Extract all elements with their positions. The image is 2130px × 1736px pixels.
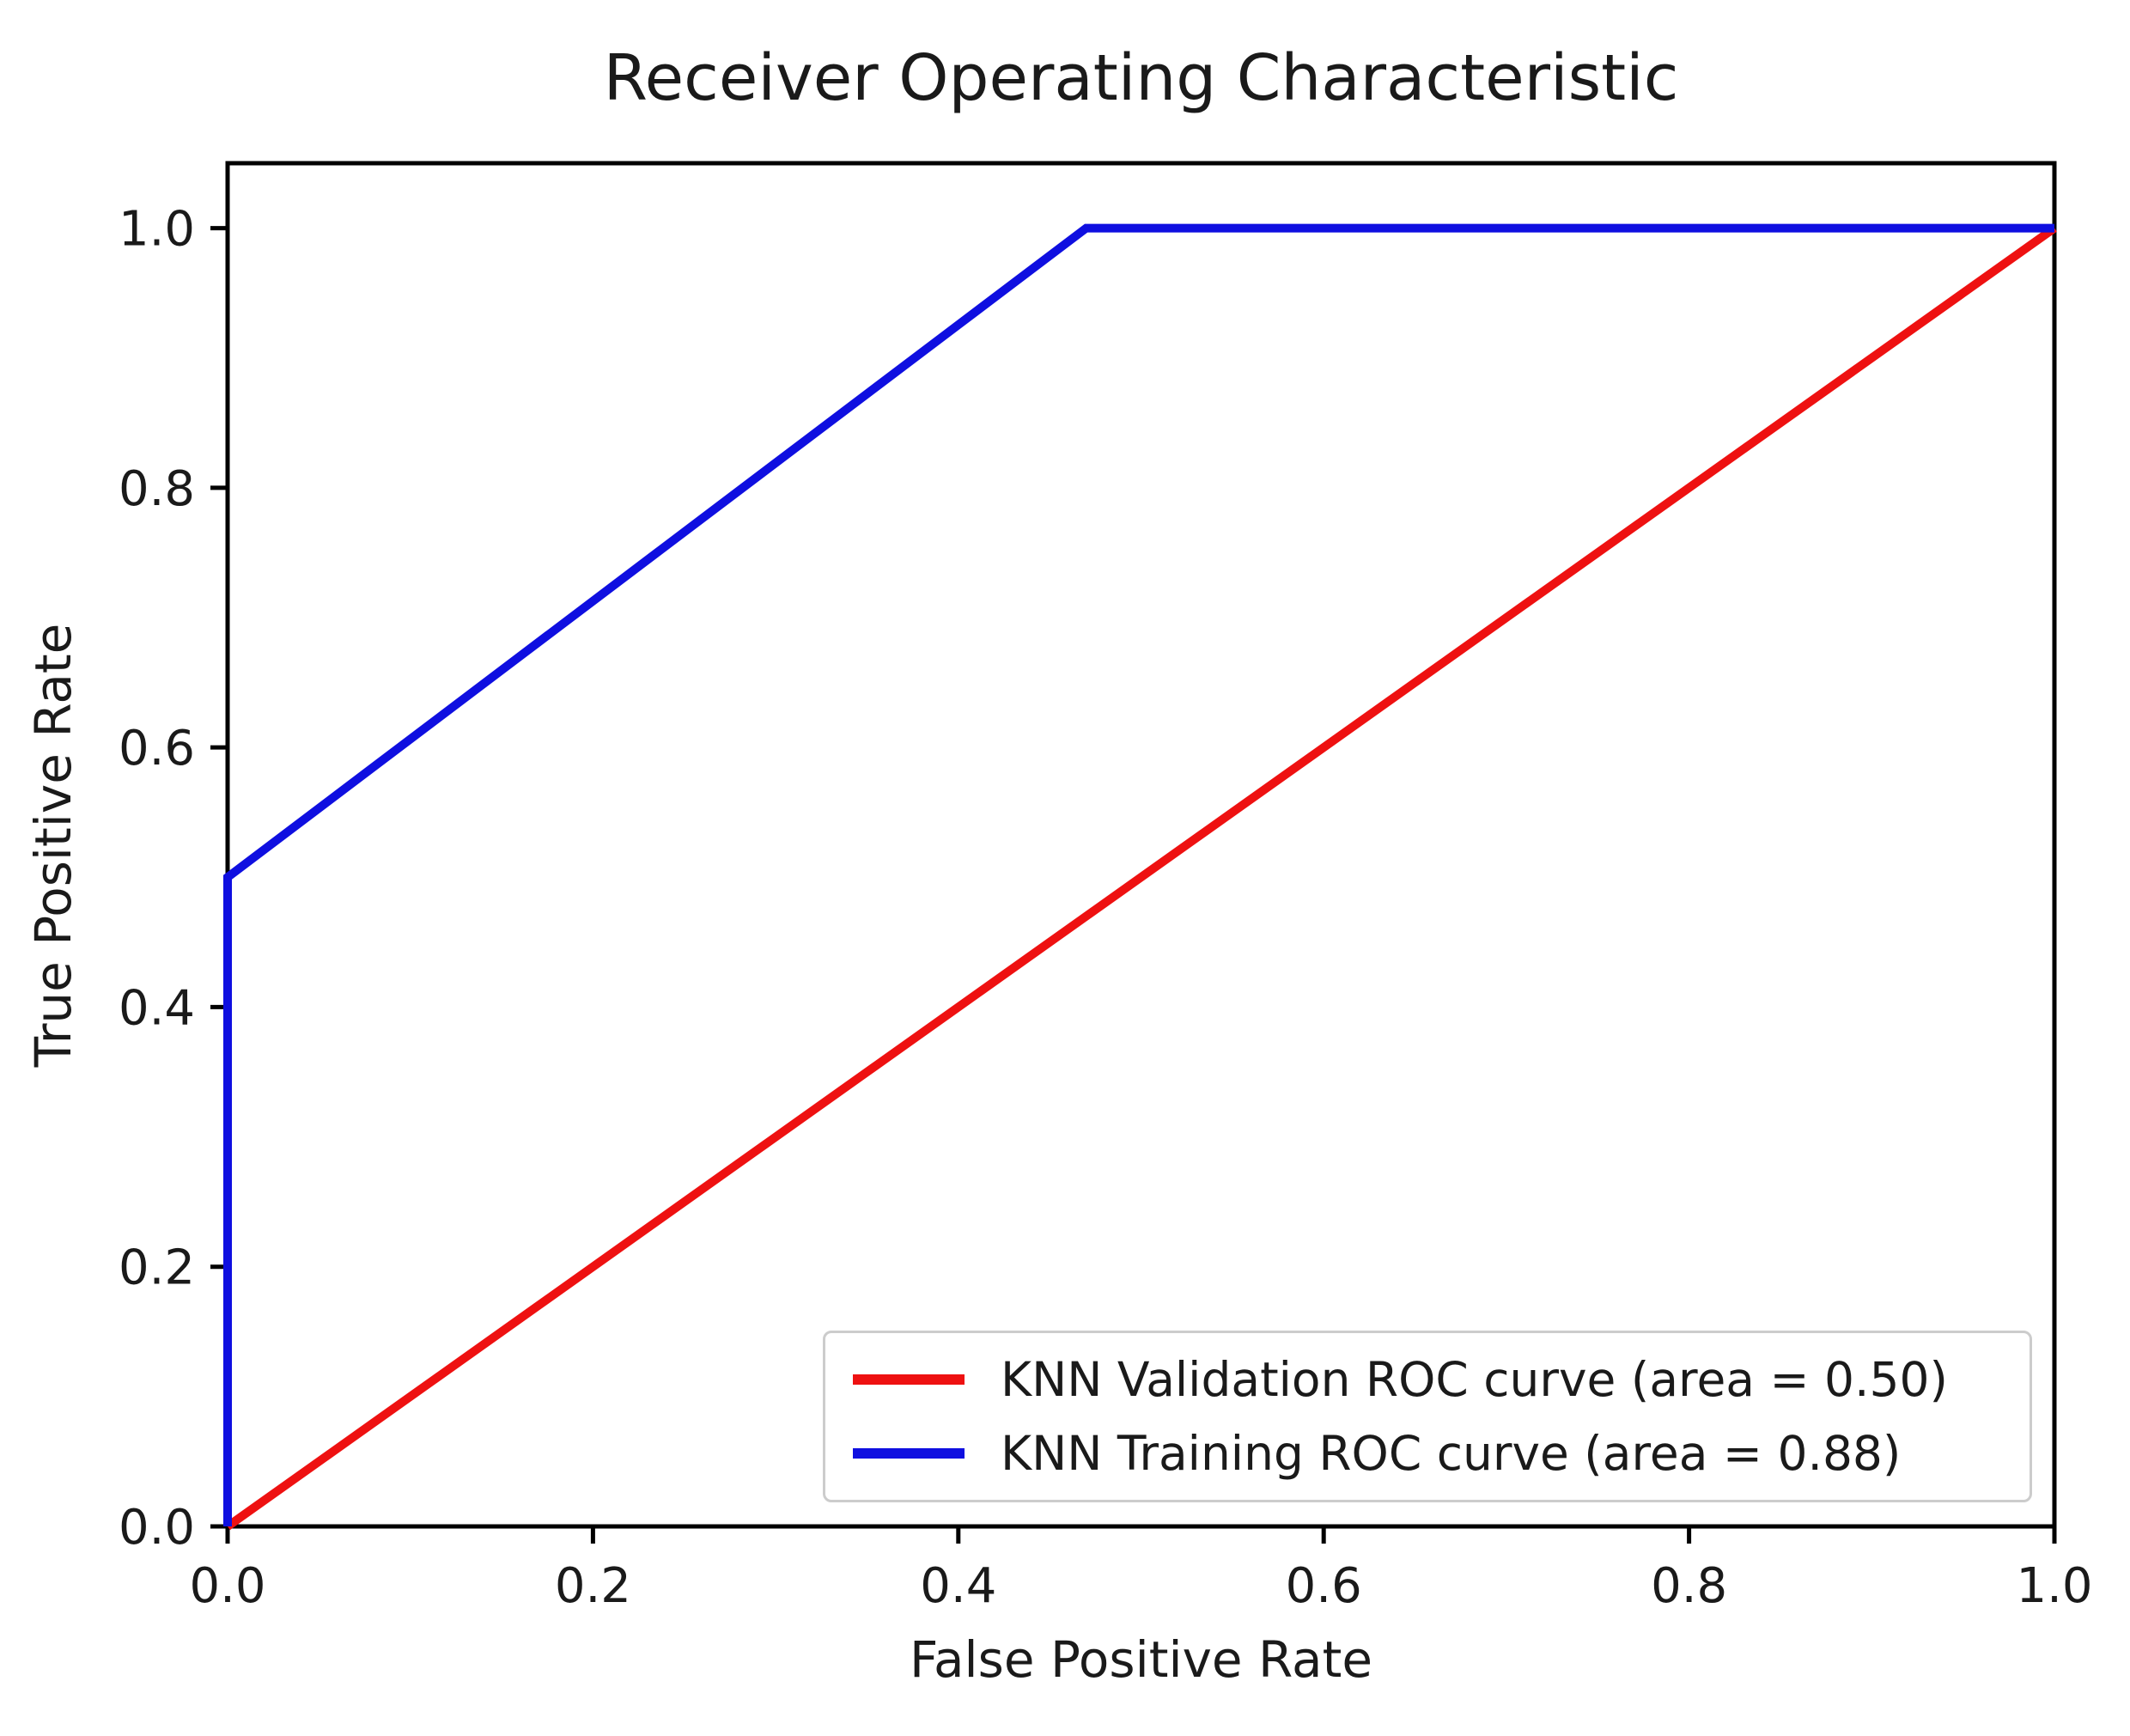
y-tick-label: 0.8: [119, 461, 195, 517]
y-tick-label: 0.0: [119, 1500, 195, 1556]
legend-line-swatch: [853, 1374, 965, 1385]
x-tick-label: 1.0: [2016, 1558, 2092, 1614]
y-tick-label: 0.4: [119, 980, 195, 1036]
legend-item: KNN Training ROC curve (area = 0.88): [853, 1426, 2030, 1481]
roc-curve-validation: [225, 224, 2057, 1531]
y-tick-label: 0.6: [119, 721, 195, 777]
y-tick-label: 1.0: [119, 202, 195, 258]
x-tick-label: 0.2: [555, 1558, 631, 1614]
legend-label: KNN Training ROC curve (area = 0.88): [1001, 1426, 1902, 1481]
legend: KNN Validation ROC curve (area = 0.50) KN…: [823, 1331, 2032, 1502]
plot-border: [225, 161, 2057, 1529]
series-layer: [223, 223, 2057, 1531]
legend-label: KNN Validation ROC curve (area = 0.50): [1001, 1352, 1948, 1407]
y-axis-label: True Positive Rate: [24, 623, 82, 1068]
axes-layer: 0.0 0.2 0.4 0.6 0.8 1.0 0.0 0.2 0.4 0.6 0.8 1.0: [119, 161, 2093, 1614]
x-tick-label: 0.8: [1651, 1558, 1727, 1614]
legend-item: KNN Validation ROC curve (area = 0.50): [853, 1352, 2030, 1407]
roc-curve-training: [223, 223, 2054, 1526]
x-tick-label: 0.0: [189, 1558, 265, 1614]
x-tick-label: 0.4: [920, 1558, 996, 1614]
legend-line-swatch: [853, 1448, 965, 1459]
y-tick-label: 0.2: [119, 1240, 195, 1296]
x-tick-label: 0.6: [1286, 1558, 1362, 1614]
chart-title: Receiver Operating Characteristic: [603, 41, 1679, 115]
x-axis-label: False Positive Rate: [909, 1630, 1373, 1689]
